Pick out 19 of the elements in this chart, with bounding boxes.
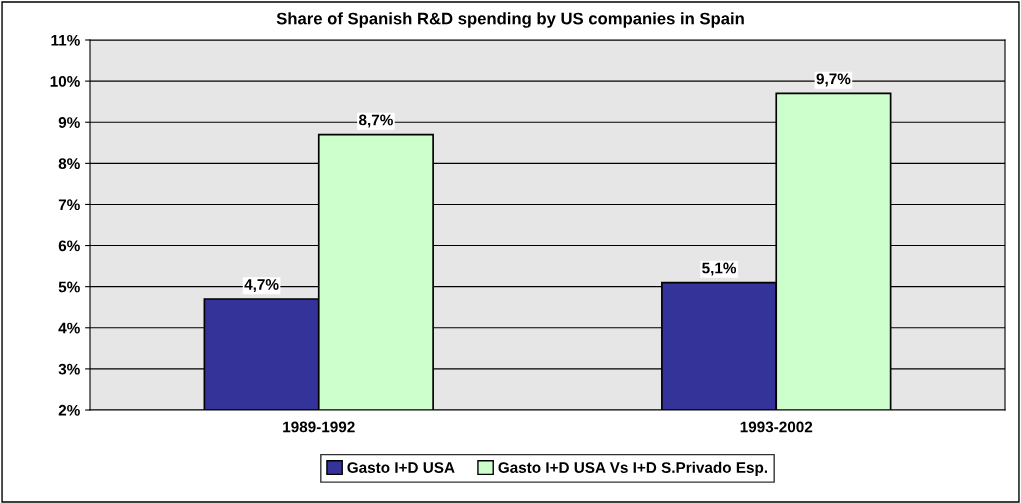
data-label: 9,7% bbox=[816, 73, 851, 87]
legend-label: Gasto I+D USA bbox=[347, 462, 455, 473]
x-tick-label: 1993-2002 bbox=[740, 421, 813, 433]
chart-title: Share of Spanish R&D spending by US companies in Spain bbox=[276, 12, 744, 28]
x-tick-label: 1989-1992 bbox=[283, 421, 355, 433]
y-tick-label: 6% bbox=[58, 240, 80, 252]
y-tick-label: 9% bbox=[58, 117, 80, 128]
y-tick-label: 2% bbox=[58, 404, 80, 416]
y-tick-label: 8% bbox=[58, 158, 80, 170]
y-tick-label: 10% bbox=[50, 75, 80, 87]
data-label: 5,1% bbox=[702, 262, 737, 276]
legend-label: Gasto I+D USA Vs I+D S.Privado Esp. bbox=[498, 461, 768, 476]
y-tick-label: 7% bbox=[58, 199, 80, 211]
y-tick-label: 11% bbox=[51, 34, 80, 46]
data-label: 4,7% bbox=[244, 279, 279, 293]
y-tick-label: 4% bbox=[58, 322, 80, 334]
y-tick-label: 3% bbox=[58, 363, 80, 375]
data-label: 8,7% bbox=[359, 114, 393, 128]
y-tick-label: 5% bbox=[58, 281, 80, 293]
